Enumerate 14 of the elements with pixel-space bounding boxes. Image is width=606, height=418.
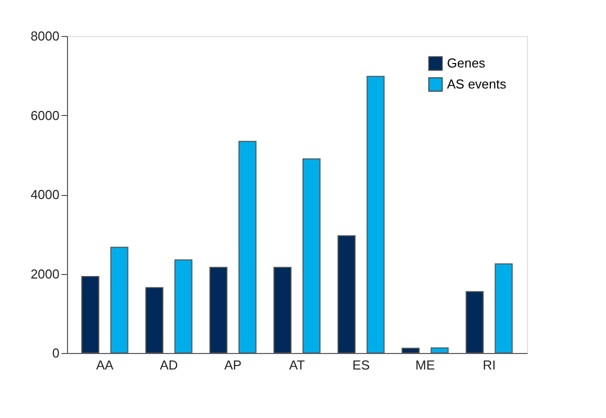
- x-tick-label: RI: [482, 358, 496, 372]
- y-tick-label: 8000: [30, 28, 60, 44]
- legend-label: Genes: [447, 56, 486, 70]
- x-tick-label: AT: [289, 358, 305, 372]
- x-tick-label: AP: [224, 358, 242, 372]
- x-tick-label: ES: [352, 358, 370, 372]
- y-tick-label: 0: [52, 346, 60, 360]
- legend-label: AS events: [447, 76, 507, 92]
- y-tick-label: 2000: [30, 266, 60, 282]
- x-tick-label: AD: [160, 358, 178, 372]
- y-tick-label: 6000: [30, 108, 60, 123]
- x-tick-label: ME: [415, 358, 436, 372]
- y-tick-label: 4000: [30, 187, 60, 202]
- x-tick-label: AA: [96, 358, 114, 372]
